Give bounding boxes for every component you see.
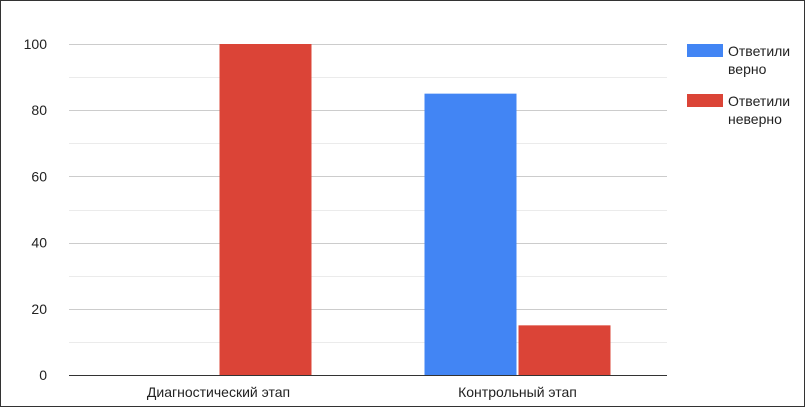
legend-label-line: верно — [728, 61, 767, 77]
legend-label-line: неверно — [728, 111, 782, 127]
y-tick-label: 60 — [31, 168, 47, 184]
grid-lines — [69, 44, 667, 376]
legend-swatch — [687, 44, 723, 57]
y-tick-label: 80 — [31, 102, 47, 118]
legend-item-correct[interactable]: Ответили верно — [687, 43, 790, 77]
bars — [219, 44, 611, 376]
bar-incorrect-0[interactable] — [219, 44, 312, 375]
y-tick-label: 40 — [31, 235, 47, 251]
y-tick-label: 100 — [24, 36, 48, 52]
legend-label-line: Ответили — [728, 93, 790, 109]
y-tick-label: 0 — [39, 367, 47, 383]
x-category-label: Контрольный этап — [458, 384, 577, 400]
y-tick-label: 20 — [31, 301, 47, 317]
x-axis-categories: Диагностический этап Контрольный этап — [147, 384, 577, 400]
bar-correct-1[interactable] — [424, 93, 517, 376]
legend-label-line: Ответили — [728, 43, 790, 59]
legend-swatch — [687, 94, 723, 107]
legend[interactable]: Ответили верно Ответили неверно — [687, 43, 790, 127]
y-axis-ticks: 0 20 40 60 80 100 — [24, 36, 48, 383]
bar-incorrect-1[interactable] — [518, 325, 611, 375]
x-category-label: Диагностический этап — [147, 384, 290, 400]
legend-item-incorrect[interactable]: Ответили неверно — [687, 93, 790, 127]
